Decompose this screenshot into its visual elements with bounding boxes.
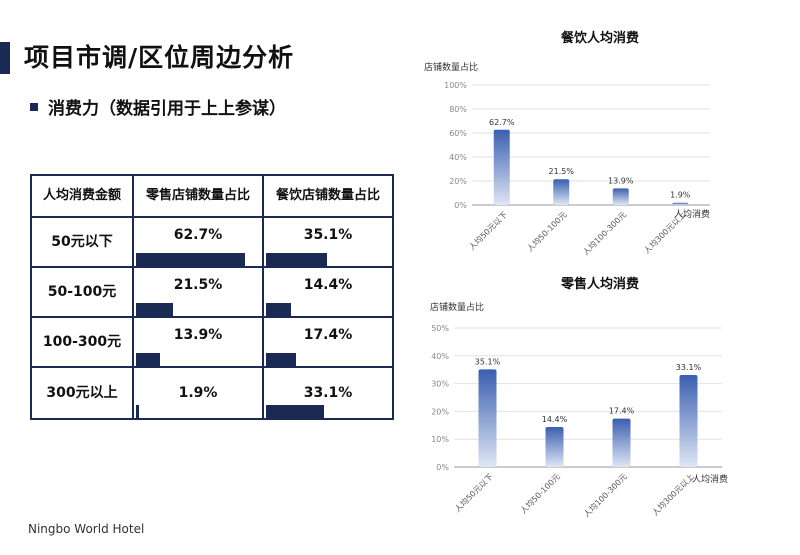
title-accent-bar <box>0 42 10 74</box>
dining-bar <box>266 303 291 316</box>
x-tick-label: 人均100-300元 <box>580 209 628 257</box>
table-row: 50-100元 21.5% 14.4% <box>32 268 392 316</box>
x-tick-label: 人均300元以上 <box>650 471 696 517</box>
dining-cell: 17.4% <box>262 318 392 366</box>
dining-value: 35.1% <box>303 227 353 243</box>
y-axis-label: 店铺数量占比 <box>424 61 478 73</box>
header-per-capita: 人均消费金额 <box>42 188 121 203</box>
data-label: 1.9% <box>670 191 691 200</box>
footer-brand: Ningbo World Hotel <box>28 522 145 536</box>
dining-value: 33.1% <box>303 385 353 401</box>
y-tick-label: 40% <box>449 153 467 162</box>
data-label: 21.5% <box>549 167 575 176</box>
table-divider <box>32 216 392 218</box>
dining-cell: 35.1% <box>262 218 392 266</box>
y-tick-label: 50% <box>431 324 449 333</box>
header-dining-share: 餐饮店铺数量占比 <box>262 176 392 216</box>
y-tick-label: 10% <box>431 435 449 444</box>
row-label: 50元以下 <box>51 234 113 250</box>
bar <box>679 374 698 467</box>
x-axis-label: 人均消费 <box>674 208 710 220</box>
bar <box>612 188 629 205</box>
row-label: 300元以上 <box>46 385 118 401</box>
x-tick-label: 人均100-300元 <box>581 471 629 519</box>
data-label: 33.1% <box>676 363 702 372</box>
bar <box>672 202 689 205</box>
dining-cell: 14.4% <box>262 268 392 316</box>
bar <box>493 129 510 205</box>
bar <box>612 418 631 467</box>
x-tick-label: 人均50-100元 <box>525 209 569 253</box>
bar <box>478 369 497 467</box>
y-tick-label: 20% <box>431 407 449 416</box>
table-divider <box>32 366 392 368</box>
data-label: 62.7% <box>489 118 515 127</box>
retail-cell: 62.7% <box>132 218 262 266</box>
retail-bar <box>136 253 245 266</box>
dining-bar <box>266 353 296 366</box>
dining-bar <box>266 253 327 266</box>
table-row: 50元以下 62.7% 35.1% <box>32 218 392 266</box>
header-retail-share: 零售店铺数量占比 <box>132 176 262 216</box>
retail-bar <box>136 303 173 316</box>
bullet-square-icon <box>30 103 38 111</box>
table-row: 100-300元 13.9% 17.4% <box>32 318 392 366</box>
table-header-row: 人均消费金额 零售店铺数量占比 餐饮店铺数量占比 <box>32 176 392 216</box>
retail-bar <box>136 405 139 418</box>
y-axis-label: 店铺数量占比 <box>430 301 484 313</box>
retail-bar <box>136 353 160 366</box>
consumption-table: 人均消费金额 零售店铺数量占比 餐饮店铺数量占比 50元以下 62.7% 35.… <box>30 174 394 420</box>
data-label: 13.9% <box>608 176 634 185</box>
bar <box>545 426 564 467</box>
row-label: 50-100元 <box>47 284 117 300</box>
table-divider <box>32 316 392 318</box>
data-label: 14.4% <box>542 415 568 424</box>
dining-cell: 33.1% <box>262 368 392 418</box>
y-tick-label: 100% <box>444 81 467 90</box>
table-divider <box>32 266 392 268</box>
x-tick-label: 人均50-100元 <box>518 471 562 515</box>
dining-value: 14.4% <box>303 277 353 293</box>
dining-bar <box>266 405 324 418</box>
x-axis-label: 人均消费 <box>692 473 728 485</box>
dining-value: 17.4% <box>303 327 353 343</box>
y-tick-label: 60% <box>449 129 467 138</box>
data-label: 35.1% <box>475 357 501 366</box>
data-label: 17.4% <box>609 407 635 416</box>
retail-cell: 1.9% <box>132 368 262 418</box>
retail-cell: 21.5% <box>132 268 262 316</box>
bar <box>553 179 570 205</box>
x-tick-label: 人均50元以下 <box>467 209 510 252</box>
y-tick-label: 40% <box>431 352 449 361</box>
page-title: 项目市调/区位周边分析 <box>24 43 295 72</box>
retail-cell: 13.9% <box>132 318 262 366</box>
retail-value: 13.9% <box>173 327 223 343</box>
y-tick-label: 20% <box>449 177 467 186</box>
x-tick-label: 人均50元以下 <box>452 471 495 514</box>
retail-value: 1.9% <box>178 385 218 401</box>
table-row: 300元以上 1.9% 33.1% <box>32 368 392 418</box>
chart-title: 餐饮人均消费 <box>560 30 639 46</box>
retail-value: 62.7% <box>173 227 223 243</box>
y-tick-label: 30% <box>431 380 449 389</box>
page-subtitle: 消费力（数据引用于上上参谋） <box>30 94 286 119</box>
y-tick-label: 0% <box>436 463 449 472</box>
subtitle-text: 消费力（数据引用于上上参谋） <box>48 99 286 119</box>
retail-value: 21.5% <box>173 277 223 293</box>
row-label: 100-300元 <box>42 334 122 350</box>
chart-title: 零售人均消费 <box>560 276 639 292</box>
y-tick-label: 0% <box>454 201 467 210</box>
y-tick-label: 80% <box>449 105 467 114</box>
